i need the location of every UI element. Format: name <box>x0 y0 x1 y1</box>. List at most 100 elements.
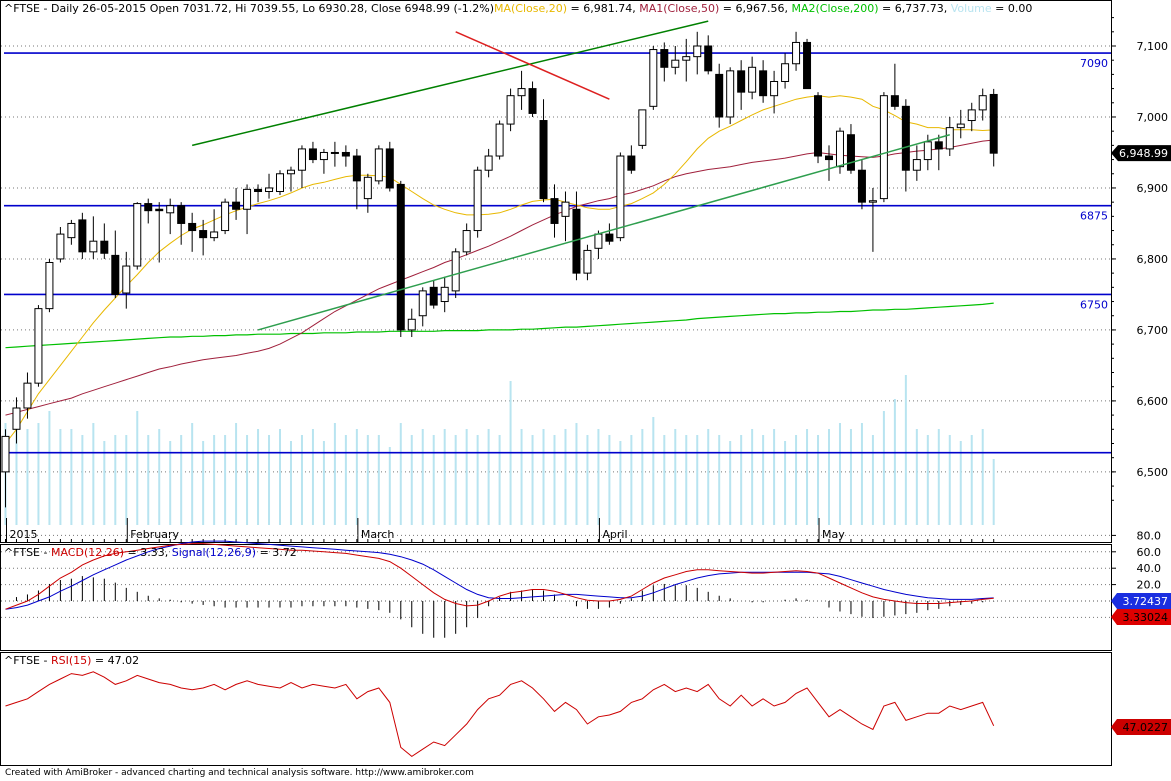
candle <box>682 38 691 82</box>
candle <box>868 187 877 252</box>
macd-line <box>5 543 994 610</box>
header-symbol: ^FTSE <box>4 2 40 15</box>
candle-body-up <box>835 130 844 168</box>
volume-bar <box>795 435 798 525</box>
candle <box>759 60 768 103</box>
candle <box>561 191 570 242</box>
candle-body-up <box>682 56 691 61</box>
candle-body-down <box>232 201 241 210</box>
candle <box>649 46 658 110</box>
candle <box>363 173 372 213</box>
volume-bars <box>4 375 995 525</box>
candle <box>210 209 219 242</box>
volume-bar <box>191 423 194 525</box>
ma50-line <box>5 139 994 416</box>
volume-bar <box>970 435 973 525</box>
volume-bar <box>125 435 128 525</box>
volume-bar <box>213 435 216 525</box>
candle <box>166 198 175 235</box>
candle <box>385 141 394 192</box>
candle <box>451 248 460 298</box>
candle-body-down <box>177 205 186 224</box>
horizontal-levels: 7090 6875 6750 <box>4 52 1111 454</box>
volume-bar <box>762 435 765 525</box>
candle-body-up <box>363 176 372 200</box>
candle <box>737 60 746 110</box>
volume-bar <box>904 375 907 525</box>
ma200-line <box>5 302 994 349</box>
lower-channel-trendline <box>257 134 950 331</box>
volume-bar <box>399 423 402 525</box>
volume-bar <box>443 429 446 525</box>
candle-body-up <box>122 265 131 294</box>
volume-bar <box>410 435 413 525</box>
volume-bar <box>279 429 281 525</box>
candle-body-up <box>495 123 504 157</box>
candle-body-up <box>473 169 482 232</box>
candle <box>286 166 295 192</box>
candle <box>814 92 823 164</box>
candle <box>232 187 241 220</box>
volume-bar <box>926 435 929 525</box>
candle <box>374 145 383 185</box>
volume-bar <box>937 429 940 525</box>
level-label: 6750 <box>1080 298 1108 311</box>
candle-body-up <box>978 95 987 111</box>
candle-body-up <box>792 41 801 65</box>
volume-bar <box>860 423 863 525</box>
volume-bar <box>575 423 578 525</box>
candle <box>341 145 350 167</box>
candle-body-down <box>846 134 855 171</box>
candle-body-down <box>254 188 263 193</box>
candle <box>550 184 559 238</box>
candle-body-down <box>759 70 768 97</box>
volume-bar <box>652 417 655 525</box>
candle <box>616 152 625 242</box>
candle <box>748 56 757 100</box>
candle <box>495 120 504 160</box>
candle-body-down <box>341 151 350 157</box>
volume-bar <box>882 411 885 525</box>
volume-bar <box>718 435 721 525</box>
candle-body-up <box>243 188 252 210</box>
candle <box>967 102 976 132</box>
candle-body-down <box>704 45 713 72</box>
volume-bar <box>289 441 292 525</box>
volume-bar <box>322 441 325 525</box>
volume-bar <box>740 435 743 525</box>
rsi-header-prefix: ^FTSE - <box>4 654 51 667</box>
candle-body-down <box>857 169 866 203</box>
volume-bar <box>498 435 501 525</box>
candle-body-down <box>627 155 636 171</box>
rsi-header-label: RSI(15) <box>51 654 91 667</box>
candle-body-up <box>616 155 625 239</box>
signal-header-value: = 3.72 <box>256 546 297 559</box>
candle-body-up <box>265 187 274 193</box>
candle <box>56 226 65 263</box>
volume-bar <box>224 435 227 525</box>
candle <box>605 223 614 245</box>
candle <box>934 134 943 171</box>
candle-body-up <box>967 109 976 122</box>
price-axis: 7,100 7,000 6,900 6,800 6,700 6,600 6,500 6,948… <box>1111 17 1171 501</box>
candle <box>715 63 724 128</box>
candle-body-up <box>221 201 230 232</box>
header-ma200-label: MA2(Close,200) <box>791 2 878 15</box>
volume-bar <box>915 429 918 525</box>
volume-bar <box>92 423 95 525</box>
candle <box>803 38 812 90</box>
candle <box>978 88 987 121</box>
candle <box>265 173 274 199</box>
candle-body-up <box>506 95 515 125</box>
candlesticks <box>1 31 998 508</box>
candle <box>440 276 449 313</box>
volume-bar <box>300 435 303 525</box>
candle-body-up <box>297 148 306 171</box>
candle <box>254 184 263 203</box>
macd-tick-label: 60.0 <box>1137 546 1162 559</box>
volume-bar <box>136 411 139 525</box>
level-label: 7090 <box>1080 57 1108 70</box>
volume-bar <box>751 429 754 525</box>
candle-body-down <box>111 254 120 295</box>
price-tick-label: 6,600 <box>1137 395 1169 408</box>
